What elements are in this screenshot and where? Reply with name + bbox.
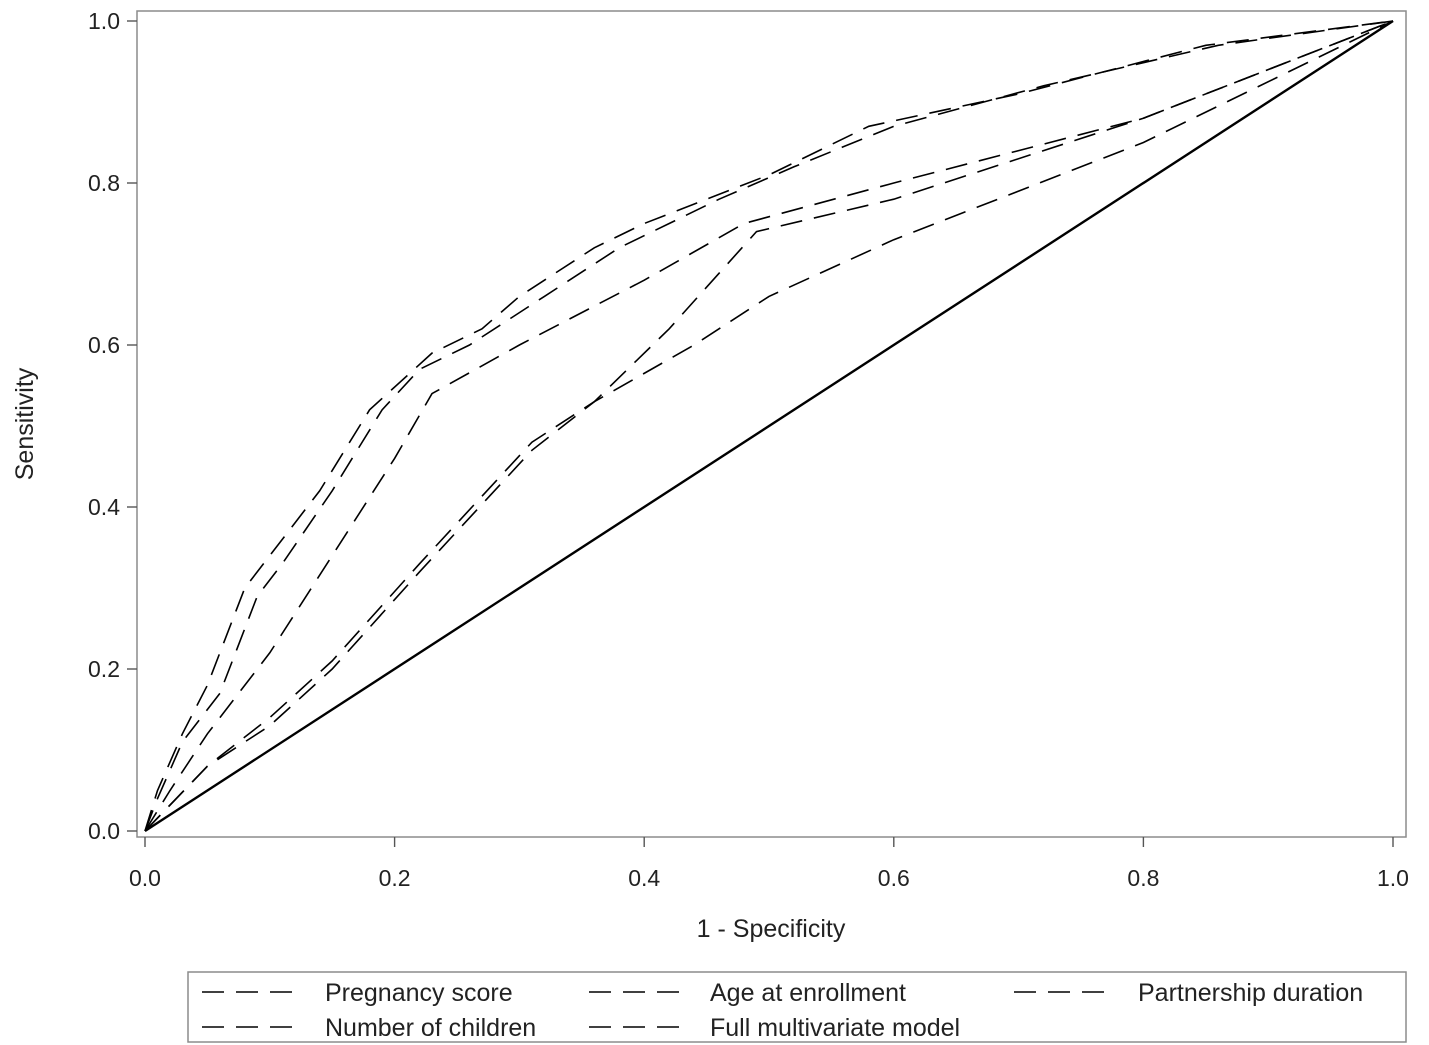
y-tick-label: 0.8 (88, 170, 120, 196)
legend-item-label: Number of children (325, 1014, 536, 1042)
legend-box (187, 971, 1407, 1043)
y-tick-label: 0.4 (88, 494, 120, 520)
legend-item-label: Partnership duration (1138, 979, 1363, 1007)
series-line-2 (144, 20, 1394, 832)
series-line-1 (144, 20, 1394, 832)
x-tick-label: 0.8 (1127, 865, 1159, 891)
series-line-4 (144, 20, 1394, 832)
x-tick-label: 1.0 (1377, 865, 1409, 891)
plot-area (144, 19, 1394, 833)
y-tick-label: 0.2 (88, 656, 120, 682)
legend: Pregnancy score Age at enrollment Partners… (202, 979, 1363, 1042)
x-tick-label: 0.6 (878, 865, 910, 891)
x-tick-label: 0.0 (129, 865, 161, 891)
series-line-3 (144, 20, 1394, 832)
legend-item-label: Pregnancy score (325, 979, 513, 1007)
y-axis: 0.0 0.2 0.4 0.6 0.8 1.0 (88, 8, 137, 844)
x-tick-label: 0.4 (628, 865, 660, 891)
series-line-5 (144, 20, 1394, 832)
y-tick-label: 1.0 (88, 8, 120, 34)
y-tick-label: 0.6 (88, 332, 120, 358)
legend-item-label: Age at enrollment (710, 979, 906, 1007)
x-axis: 0.0 0.2 0.4 0.6 0.8 1.0 (129, 837, 1409, 891)
y-axis-label: Sensitivity (11, 367, 39, 480)
reference-line (144, 19, 1394, 833)
x-axis-label: 1 - Specificity (697, 915, 846, 943)
y-tick-label: 0.0 (88, 818, 120, 844)
x-tick-label: 0.2 (379, 865, 411, 891)
legend-item-label: Full multivariate model (710, 1014, 960, 1042)
